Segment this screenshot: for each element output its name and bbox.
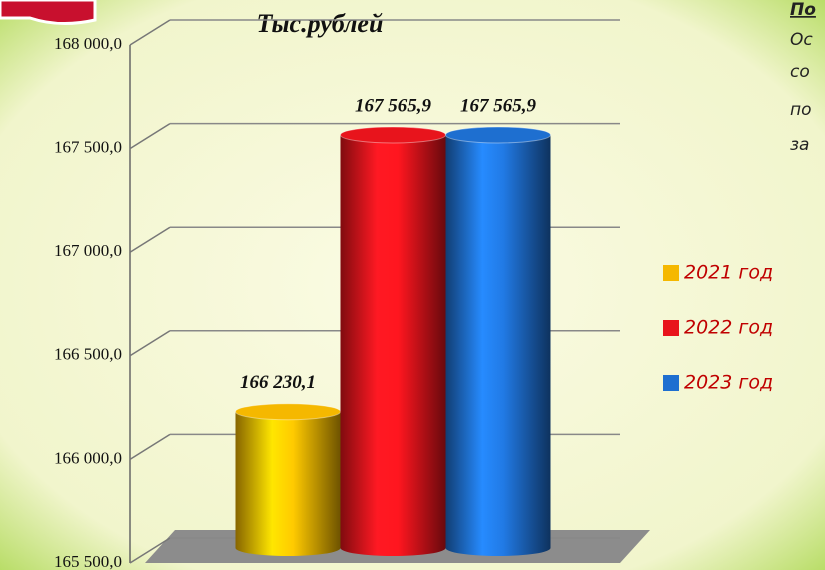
value-label: 166 230,1 <box>240 372 316 393</box>
legend-swatch <box>663 375 679 391</box>
side-text: По <box>790 0 816 20</box>
legend-swatch <box>663 265 679 281</box>
bar <box>235 403 341 556</box>
bar-top <box>445 126 551 144</box>
tick-mark <box>129 226 171 253</box>
legend-label: 2023 год <box>684 372 773 394</box>
tick-mark <box>129 122 171 150</box>
side-text: за <box>790 135 809 155</box>
side-text: Ос <box>790 30 813 50</box>
tick-mark <box>129 19 171 46</box>
bar-top <box>235 403 341 421</box>
side-text: со <box>790 62 810 82</box>
bar <box>445 126 551 556</box>
y-tick-label: 165 500,0 <box>54 552 122 570</box>
y-tick-label: 166 000,0 <box>54 448 122 467</box>
tick-mark <box>129 330 171 357</box>
bar-body <box>445 134 551 556</box>
legend-swatch <box>663 320 679 336</box>
value-label: 167 565,9 <box>460 95 537 116</box>
tick-mark <box>129 537 171 564</box>
logo <box>0 0 97 26</box>
tick-mark <box>129 433 171 461</box>
value-label: 167 565,9 <box>355 95 432 116</box>
bar-body <box>235 411 341 556</box>
chart-title: Тыс.рублей <box>257 9 384 38</box>
y-tick-label: 167 000,0 <box>54 241 122 260</box>
bar-body <box>340 134 446 556</box>
legend-label: 2021 год <box>684 262 773 284</box>
bar-top <box>340 126 446 144</box>
bar <box>340 126 446 556</box>
legend-label: 2022 год <box>684 317 773 339</box>
side-text: по <box>790 100 812 120</box>
y-tick-label: 168 000,0 <box>54 34 122 53</box>
y-tick-label: 167 500,0 <box>54 138 122 157</box>
y-tick-label: 166 500,0 <box>54 345 122 364</box>
